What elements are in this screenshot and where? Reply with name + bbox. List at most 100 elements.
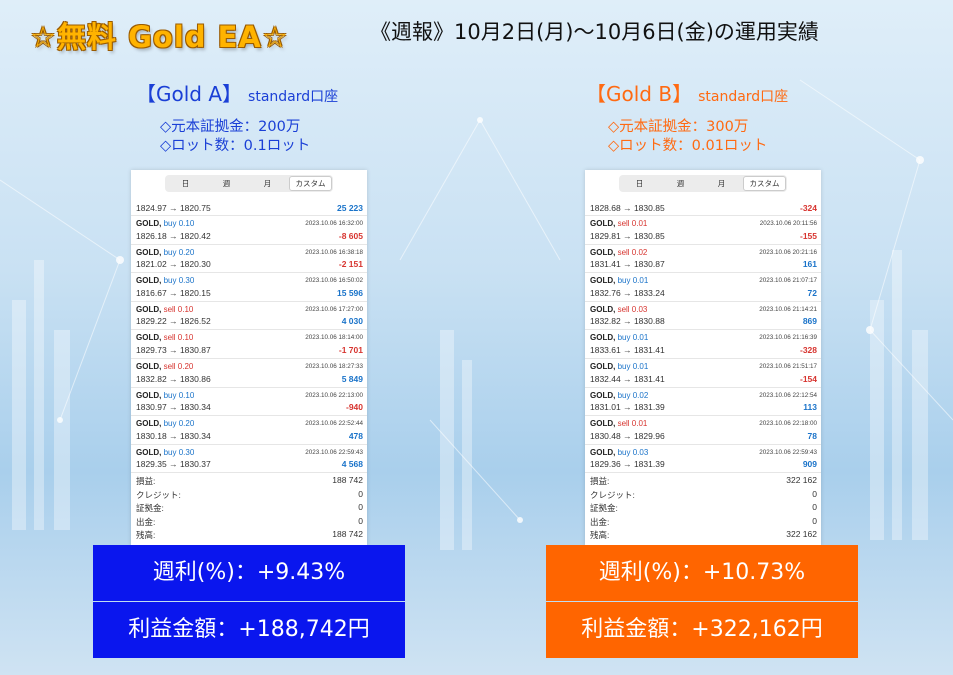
deal-symbol: GOLD, buy 0.01: [590, 333, 648, 342]
deal-side: sell 0.02: [617, 247, 648, 257]
summary-row: 証拠金: 0: [585, 501, 821, 515]
deal-row[interactable]: GOLD, buy 0.01 2023.10.06 21:07:17 1832.76…: [585, 273, 821, 302]
period-tab[interactable]: カスタム: [743, 176, 786, 191]
deal-symbol-name: GOLD,: [136, 390, 162, 400]
deal-price: 1826.18 → 1820.42: [136, 230, 211, 241]
deal-symbol-name: GOLD,: [590, 219, 616, 228]
deal-row[interactable]: GOLD, buy 0.10 2023.10.06 16:32:00 1826.18…: [131, 216, 367, 245]
deal-side: buy 0.10: [163, 390, 195, 400]
period-tab[interactable]: 日: [635, 179, 644, 188]
page-subtitle: 《週報》10月2日(月)〜10月6日(金)の運用実績: [370, 20, 819, 44]
deal-time: 2023.10.06 22:18:00: [759, 420, 817, 428]
deal-time: 2023.10.06 18:14:00: [305, 334, 363, 342]
summary-row: 損益: 188 742: [131, 474, 367, 488]
deal-profit: -154: [799, 373, 817, 384]
deal-symbol-name: GOLD,: [590, 419, 616, 429]
deal-symbol-name: GOLD,: [590, 304, 616, 314]
account-b-weekly-rate: 週利(%)：+10.73%: [546, 545, 858, 601]
account-b-info: ◇元本証拠金：300万 ◇ロット数：0.01ロット: [608, 118, 767, 156]
deal-row[interactable]: GOLD, sell 0.01 2023.10.06 22:18:00 1830.4…: [585, 416, 821, 445]
summary-label: 証拠金:: [590, 503, 618, 514]
summary-row: 残高: 322 162: [585, 528, 821, 542]
deal-row[interactable]: GOLD, sell 0.03 2023.10.06 21:14:21 1832.8…: [585, 302, 821, 331]
period-tab[interactable]: 日: [181, 179, 190, 188]
deal-price: 1830.18 → 1830.34: [136, 430, 211, 441]
deal-side: buy 0.02: [617, 390, 649, 400]
deal-row[interactable]: GOLD, buy 0.02 2023.10.06 22:12:54 1831.01…: [585, 388, 821, 417]
deal-time: 2023.10.06 20:11:56: [759, 220, 817, 227]
deal-row[interactable]: GOLD, sell 0.10 2023.10.06 17:27:00 1829.2…: [131, 302, 367, 331]
deal-profit: 5 849: [341, 373, 363, 384]
deal-symbol-name: GOLD,: [136, 219, 162, 228]
deal-time: 2023.10.06 22:59:43: [305, 448, 363, 456]
deal-symbol: GOLD, buy 0.30: [136, 276, 194, 285]
deal-row: 1828.68 → 1830.85 -324: [585, 199, 821, 216]
deal-time: 2023.10.06 17:27:00: [305, 305, 363, 313]
deal-row[interactable]: GOLD, buy 0.01 2023.10.06 21:51:17 1832.44…: [585, 359, 821, 388]
period-tab[interactable]: カスタム: [289, 176, 332, 191]
deal-time: 2023.10.06 20:21:16: [759, 248, 817, 256]
deal-profit: -8 605: [338, 230, 363, 241]
deal-row[interactable]: GOLD, buy 0.10 2023.10.06 22:13:00 1830.97…: [131, 388, 367, 417]
deal-row[interactable]: GOLD, buy 0.30 2023.10.06 16:50:02 1816.67…: [131, 273, 367, 302]
deal-time: 2023.10.06 22:59:43: [759, 448, 817, 456]
period-tabs: 日 週 月 カスタム: [165, 175, 333, 192]
deal-row[interactable]: GOLD, sell 0.20 2023.10.06 18:27:33 1832.8…: [131, 359, 367, 388]
deal-price: 1831.41 → 1830.87: [590, 259, 665, 270]
summary-value: 0: [812, 515, 817, 526]
deal-symbol-name: GOLD,: [590, 276, 616, 286]
summary-row: 出金: 0: [585, 515, 821, 529]
deal-price: 1830.48 → 1829.96: [590, 430, 665, 441]
period-tab[interactable]: 週: [676, 179, 685, 188]
deal-price: 1832.82 → 1830.86: [136, 373, 211, 384]
summary-row: 損益: 322 162: [585, 474, 821, 488]
deal-row[interactable]: GOLD, buy 0.20 2023.10.06 22:52:44 1830.18…: [131, 416, 367, 445]
deal-side: buy 0.20: [163, 247, 195, 257]
account-b-lot: ◇ロット数：0.01ロット: [608, 138, 768, 154]
summary-label: 残高:: [136, 530, 156, 541]
summary-row: 証拠金: 0: [131, 501, 367, 515]
deal-row[interactable]: GOLD, buy 0.03 2023.10.06 22:59:43 1829.36…: [585, 445, 821, 474]
period-tab[interactable]: 月: [717, 179, 726, 188]
account-b-profit: 利益金額：+322,162円: [546, 602, 858, 658]
deal-symbol-name: GOLD,: [136, 304, 162, 314]
deal-symbol-name: GOLD,: [590, 447, 616, 457]
period-tab[interactable]: 月: [263, 179, 272, 188]
deal-row[interactable]: GOLD, buy 0.01 2023.10.06 21:16:39 1833.61…: [585, 330, 821, 359]
deal-profit: 161: [802, 259, 817, 270]
deal-time: 2023.10.06 22:12:54: [759, 391, 817, 399]
account-a-title: 【Gold A】 standard口座: [136, 78, 338, 107]
deal-symbol-name: GOLD,: [590, 361, 616, 371]
deal-row[interactable]: GOLD, sell 0.01 2023.10.06 20:11:56 1829.8…: [585, 216, 821, 245]
deal-symbol: GOLD, sell 0.10: [136, 305, 193, 314]
deal-profit: 72: [807, 287, 817, 298]
deal-symbol: GOLD, sell 0.01: [590, 219, 647, 228]
deal-row: 1824.97 → 1820.75 25 223: [131, 199, 367, 216]
deal-row[interactable]: GOLD, buy 0.30 2023.10.06 22:59:43 1829.35…: [131, 445, 367, 474]
deal-price: 1829.36 → 1831.39: [590, 459, 665, 470]
deal-profit: 909: [802, 459, 817, 470]
deal-symbol-name: GOLD,: [590, 333, 616, 343]
account-a-weekly-rate: 週利(%)：+9.43%: [93, 545, 405, 601]
deal-row[interactable]: GOLD, sell 0.02 2023.10.06 20:21:16 1831.4…: [585, 245, 821, 274]
account-a-capital: ◇元本証拠金：200万: [160, 119, 301, 135]
deal-price: 1832.82 → 1830.88: [590, 316, 665, 327]
deal-profit: 25 223: [337, 203, 363, 213]
deal-side: buy 0.30: [163, 276, 195, 286]
deal-symbol: GOLD, buy 0.01: [590, 362, 648, 371]
deal-time: 2023.10.06 18:27:33: [305, 362, 363, 370]
deal-symbol: GOLD, buy 0.30: [136, 448, 194, 457]
account-b-capital: ◇元本証拠金：300万: [608, 119, 749, 135]
deal-price: 1829.73 → 1830.87: [136, 344, 211, 355]
deal-row[interactable]: GOLD, buy 0.20 2023.10.06 16:38:18 1821.02…: [131, 245, 367, 274]
deal-symbol: GOLD, buy 0.03: [590, 448, 648, 457]
account-a-lot: ◇ロット数：0.1ロット: [160, 138, 311, 154]
deal-symbol: GOLD, buy 0.10: [136, 219, 194, 228]
period-tab[interactable]: 週: [222, 179, 231, 188]
deal-profit: 15 596: [337, 287, 363, 298]
deal-side: buy 0.01: [617, 276, 649, 286]
account-summary: 損益: 322 162 クレジット: 0 証拠金: 0 出金: 0 残高: 322 162: [585, 474, 821, 542]
deal-row[interactable]: GOLD, sell 0.10 2023.10.06 18:14:00 1829.7…: [131, 330, 367, 359]
summary-label: 出金:: [136, 516, 156, 527]
deal-symbol-name: GOLD,: [136, 247, 162, 257]
